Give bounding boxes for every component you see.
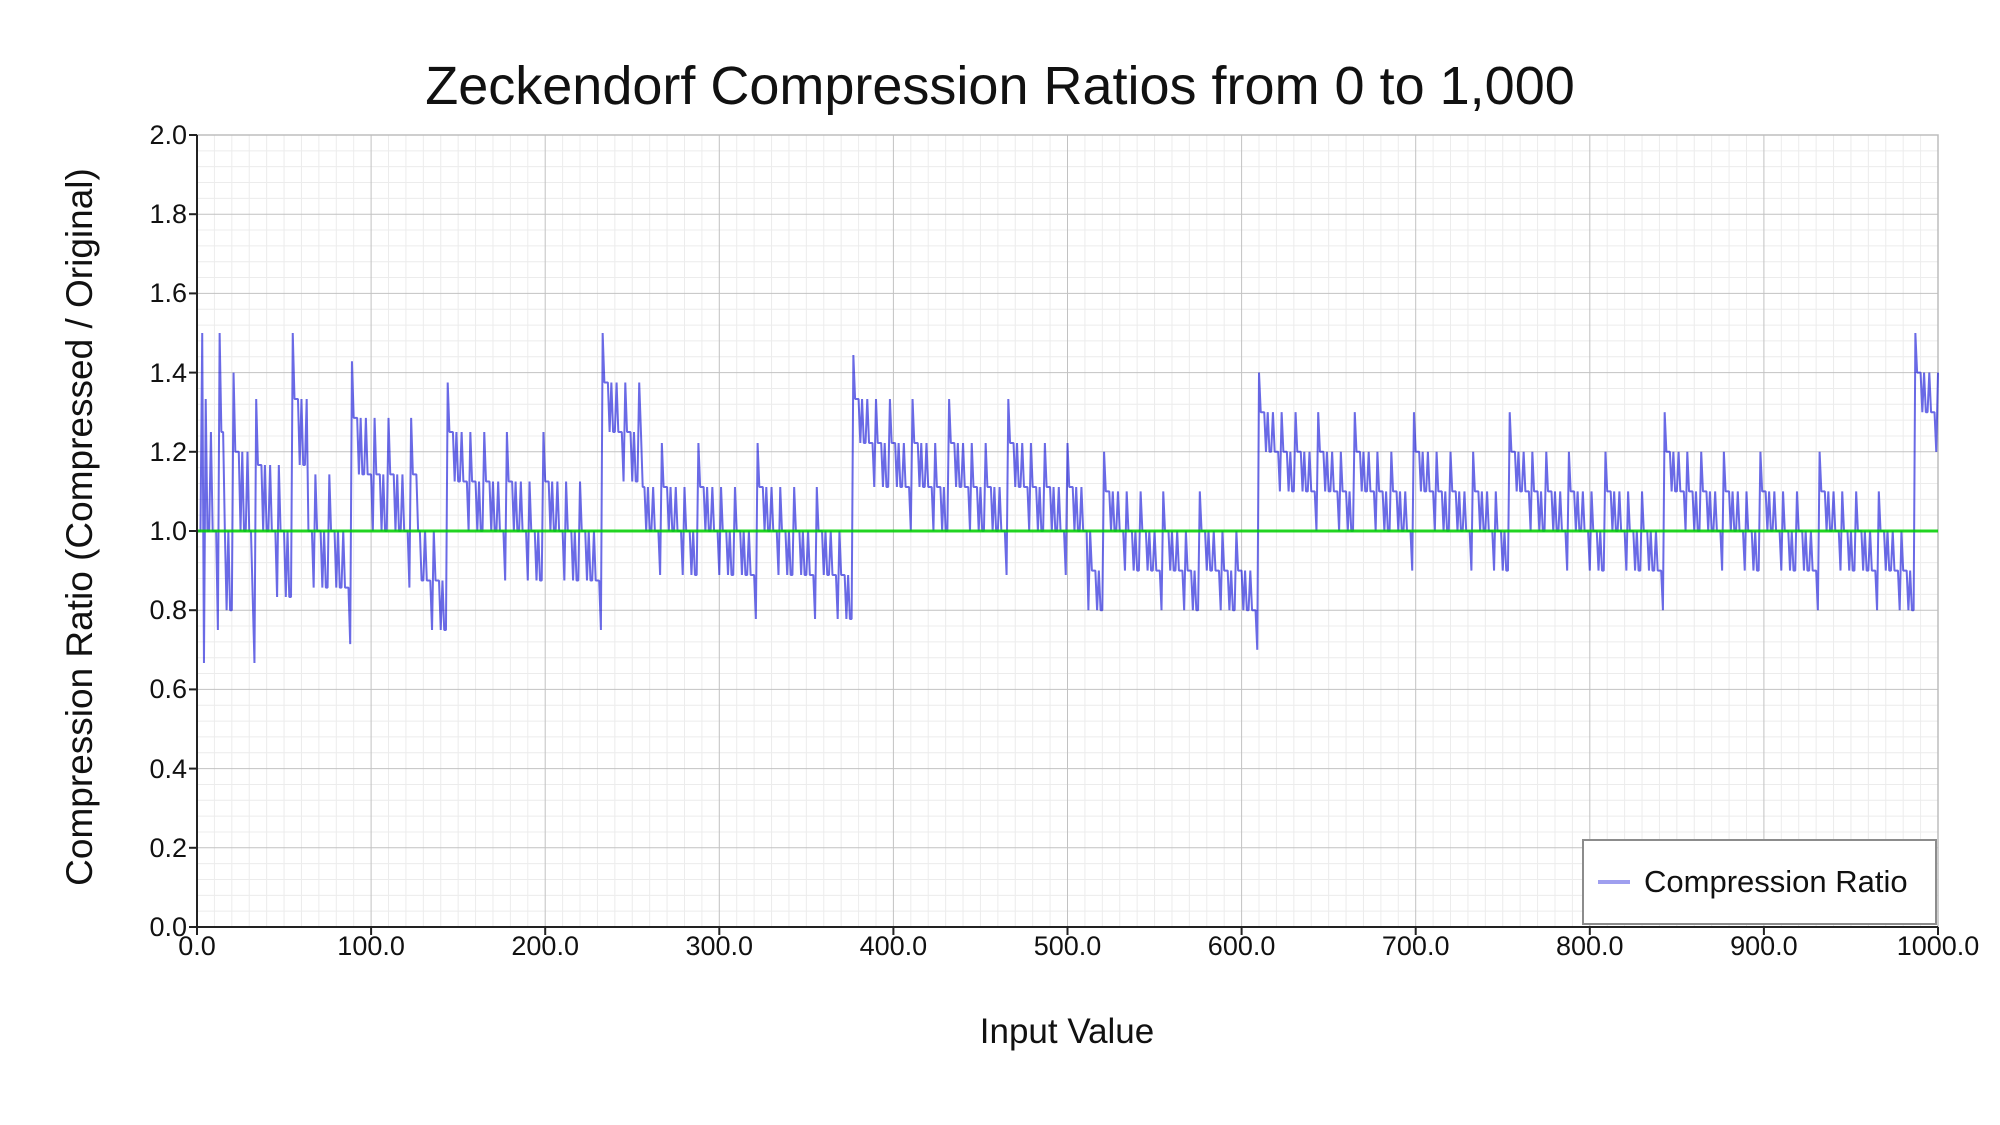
x-tick-label: 500.0 (1033, 931, 1102, 961)
y-tick-label: 1.8 (149, 199, 187, 230)
y-tick-label: 1.6 (149, 278, 187, 309)
x-tick-label: 100.0 (337, 931, 405, 961)
chart-title: Zeckendorf Compression Ratios from 0 to … (425, 56, 1575, 116)
y-tick-label: 2.0 (149, 120, 187, 150)
x-tick-label: 200.0 (511, 931, 579, 961)
x-tick-label: 800.0 (1556, 931, 1624, 961)
x-tick-label: 0.0 (178, 931, 216, 961)
legend: Compression Ratio (1582, 839, 1937, 925)
x-tick-label: 600.0 (1207, 931, 1276, 961)
compression-ratio-line (197, 332, 1939, 664)
y-tick-label: 1.4 (149, 357, 187, 388)
y-tick-label: 0.8 (149, 595, 187, 626)
y-tick-label: 1.2 (149, 436, 187, 467)
y-tick-label: 0.6 (149, 674, 187, 705)
x-tick-label: 300.0 (685, 931, 754, 961)
y-tick-label: 0.0 (149, 912, 187, 942)
x-tick-label: 1000.0 (1896, 931, 1980, 961)
y-tick-label: 0.2 (149, 832, 187, 863)
legend-line-swatch (1598, 880, 1630, 884)
x-tick-label: 700.0 (1381, 931, 1450, 961)
legend-label: Compression Ratio (1644, 864, 1908, 899)
y-tick-label: 0.4 (149, 753, 187, 784)
x-tick-label: 400.0 (859, 931, 928, 961)
x-axis-title: Input Value (979, 1012, 1155, 1051)
y-tick-label: 1.0 (149, 516, 187, 546)
x-tick-label: 900.0 (1730, 931, 1798, 961)
